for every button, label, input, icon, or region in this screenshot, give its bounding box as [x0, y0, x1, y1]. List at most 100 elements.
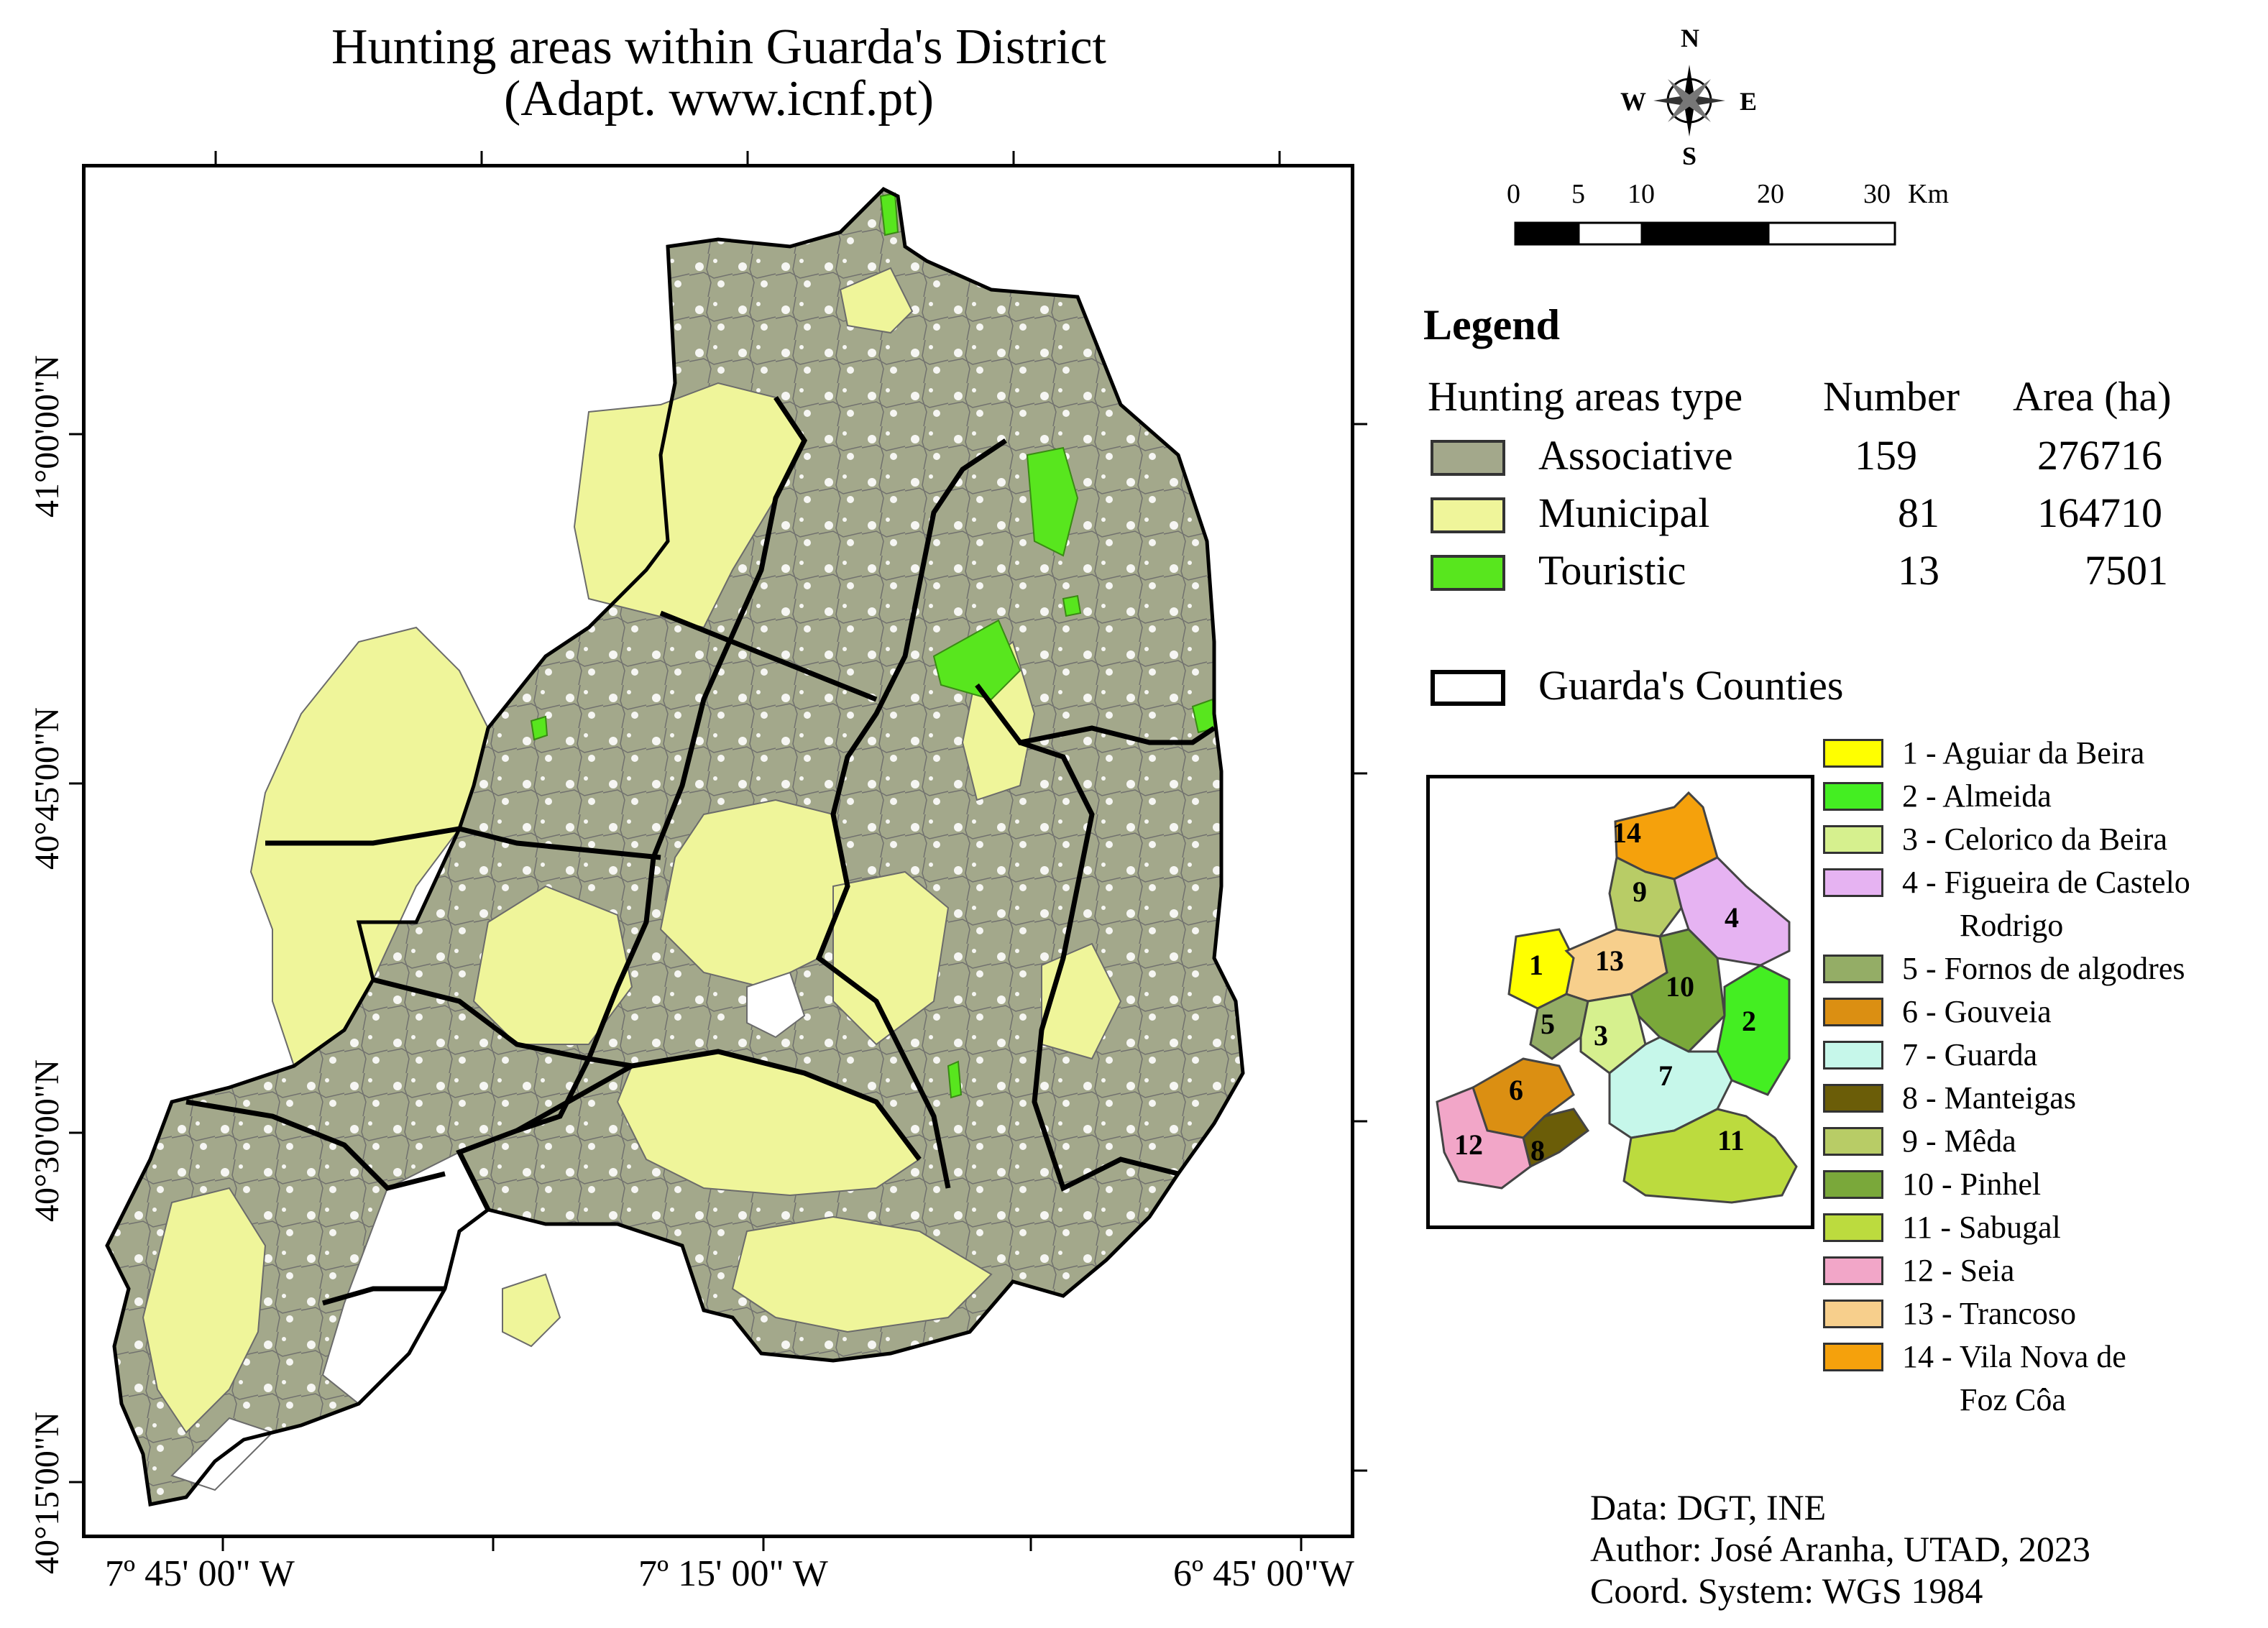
- legend-area-associative: 276716: [2037, 432, 2162, 479]
- inset-map-svg: [1436, 791, 1798, 1204]
- compass-icon: [1653, 65, 1725, 137]
- inset-number-7: 7: [1658, 1059, 1673, 1092]
- county-swatch-12: [1823, 1256, 1883, 1285]
- inset-map: 14 9 4 1 13 10 2 5 3 7 6 11 12 8: [1426, 775, 1814, 1229]
- compass-rose: N S E W: [1617, 22, 1761, 170]
- county-label-12: 12 - Seia: [1902, 1253, 2015, 1288]
- legend-header-number: Number: [1823, 373, 1960, 420]
- county-swatch-7: [1823, 1041, 1883, 1070]
- county-swatch-6: [1823, 998, 1883, 1026]
- inset-number-2: 2: [1742, 1005, 1756, 1037]
- inset-number-13: 13: [1595, 944, 1624, 977]
- main-map-svg: [75, 157, 1285, 1507]
- legend-swatch-touristic: [1431, 555, 1505, 591]
- county-label-6: 6 - Gouveia: [1902, 994, 2052, 1029]
- county-label-4-line2: Rodrigo: [1960, 908, 2064, 943]
- inset-number-3: 3: [1594, 1019, 1608, 1052]
- lon-label-6-45: 6º 45' 00"W: [1173, 1553, 1354, 1594]
- legend-header-area: Area (ha): [2013, 373, 2172, 420]
- county-label-5: 5 - Fornos de algodres: [1902, 951, 2185, 986]
- county-swatch-4: [1823, 868, 1883, 897]
- scale-tick-30: 30: [1863, 179, 1891, 209]
- inset-number-6: 6: [1509, 1074, 1523, 1106]
- county-label-11: 11 - Sabugal: [1902, 1210, 2061, 1245]
- map-title-line2: (Adapt. www.icnf.pt): [503, 71, 935, 127]
- municipal-areas: [142, 267, 1122, 1434]
- county-swatch-1: [1823, 739, 1883, 768]
- scale-tick-0: 0: [1507, 179, 1520, 209]
- legend-swatch-counties: [1431, 670, 1505, 706]
- compass-n: N: [1681, 24, 1699, 52]
- inset-number-5: 5: [1541, 1008, 1555, 1040]
- county-swatch-8: [1823, 1084, 1883, 1113]
- scale-unit: Km: [1908, 179, 1949, 209]
- touristic-areas: [530, 192, 1217, 1099]
- legend-number-touristic: 13: [1898, 547, 1939, 594]
- lat-label-40-30: 40°30'00"N: [28, 1059, 66, 1222]
- county-swatch-14: [1823, 1343, 1883, 1371]
- county-swatch-9: [1823, 1127, 1883, 1156]
- county-boundaries: [185, 396, 1216, 1306]
- scale-bar: 0 5 10 20 30 Km: [1495, 178, 1970, 250]
- inset-number-1: 1: [1529, 949, 1543, 981]
- lat-label-40-45: 40°45'00"N: [28, 707, 66, 870]
- inset-number-4: 4: [1725, 901, 1739, 934]
- legend-counties-label: Guarda's Counties: [1538, 662, 1844, 709]
- scale-tick-10: 10: [1627, 179, 1655, 209]
- legend-number-associative: 159: [1855, 432, 1917, 479]
- inset-number-14: 14: [1612, 817, 1641, 849]
- scale-tick-20: 20: [1757, 179, 1784, 209]
- non-hunting-areas: [170, 971, 806, 1491]
- county-swatch-5: [1823, 955, 1883, 983]
- credits: Data: DGT, INE Author: José Aranha, UTAD…: [1590, 1486, 2090, 1611]
- inset-number-9: 9: [1633, 875, 1647, 908]
- lat-label-41-00: 41°00'00"N: [28, 354, 66, 518]
- county-label-14-line2: Foz Côa: [1960, 1382, 2066, 1417]
- county-label-7: 7 - Guarda: [1902, 1037, 2038, 1072]
- legend-type-touristic: Touristic: [1538, 547, 1686, 594]
- compass-s: S: [1682, 142, 1697, 170]
- legend-type-municipal: Municipal: [1538, 489, 1710, 536]
- county-swatch-10: [1823, 1170, 1883, 1199]
- legend-swatch-municipal: [1431, 497, 1505, 533]
- credits-data: Data: DGT, INE: [1590, 1487, 1827, 1527]
- county-label-8: 8 - Manteigas: [1902, 1080, 2076, 1116]
- county-label-4: 4 - Figueira de Castelo: [1902, 865, 2190, 900]
- lon-label-7-45: 7º 45' 00" W: [105, 1553, 295, 1594]
- county-label-14: 14 - Vila Nova de: [1902, 1339, 2126, 1374]
- compass-e: E: [1740, 87, 1758, 116]
- inset-number-8: 8: [1530, 1134, 1545, 1167]
- county-label-3: 3 - Celorico da Beira: [1902, 822, 2167, 857]
- credits-coord: Coord. System: WGS 1984: [1590, 1570, 1983, 1611]
- county-swatch-13: [1823, 1300, 1883, 1328]
- legend-area-municipal: 164710: [2037, 489, 2162, 536]
- county-swatch-11: [1823, 1213, 1883, 1242]
- legend-number-municipal: 81: [1898, 489, 1939, 536]
- county-label-2: 2 - Almeida: [1902, 778, 2052, 814]
- map-title: Hunting areas within Guarda's District (…: [144, 22, 1294, 125]
- legend-title: Legend: [1423, 301, 1561, 349]
- map-title-line1: Hunting areas within Guarda's District: [331, 19, 1106, 75]
- scale-tick-5: 5: [1571, 179, 1585, 209]
- district-border: [105, 186, 1245, 1507]
- inset-number-11: 11: [1717, 1124, 1745, 1156]
- county-legend: 1 - Aguiar da Beira 2 - Almeida 3 - Celori…: [1823, 735, 2268, 1425]
- inset-number-10: 10: [1666, 970, 1694, 1003]
- legend-type-associative: Associative: [1538, 432, 1733, 479]
- county-swatch-2: [1823, 782, 1883, 811]
- lon-label-7-15: 7º 15' 00" W: [638, 1553, 828, 1594]
- compass-w: W: [1620, 87, 1646, 116]
- county-label-9: 9 - Mêda: [1902, 1123, 2016, 1159]
- scale-bar-graphic: [1514, 221, 1896, 246]
- main-map: [75, 157, 1354, 1538]
- county-swatch-3: [1823, 825, 1883, 854]
- legend-area-touristic: 7501: [2085, 547, 2168, 594]
- lat-label-40-15: 40°15'00"N: [28, 1411, 66, 1574]
- credits-author: Author: José Aranha, UTAD, 2023: [1590, 1529, 2090, 1569]
- legend-header-type: Hunting areas type: [1428, 373, 1743, 420]
- legend-swatch-associative: [1431, 440, 1505, 476]
- county-label-13: 13 - Trancoso: [1902, 1296, 2077, 1331]
- inset-number-12: 12: [1454, 1128, 1483, 1161]
- county-label-1: 1 - Aguiar da Beira: [1902, 735, 2145, 771]
